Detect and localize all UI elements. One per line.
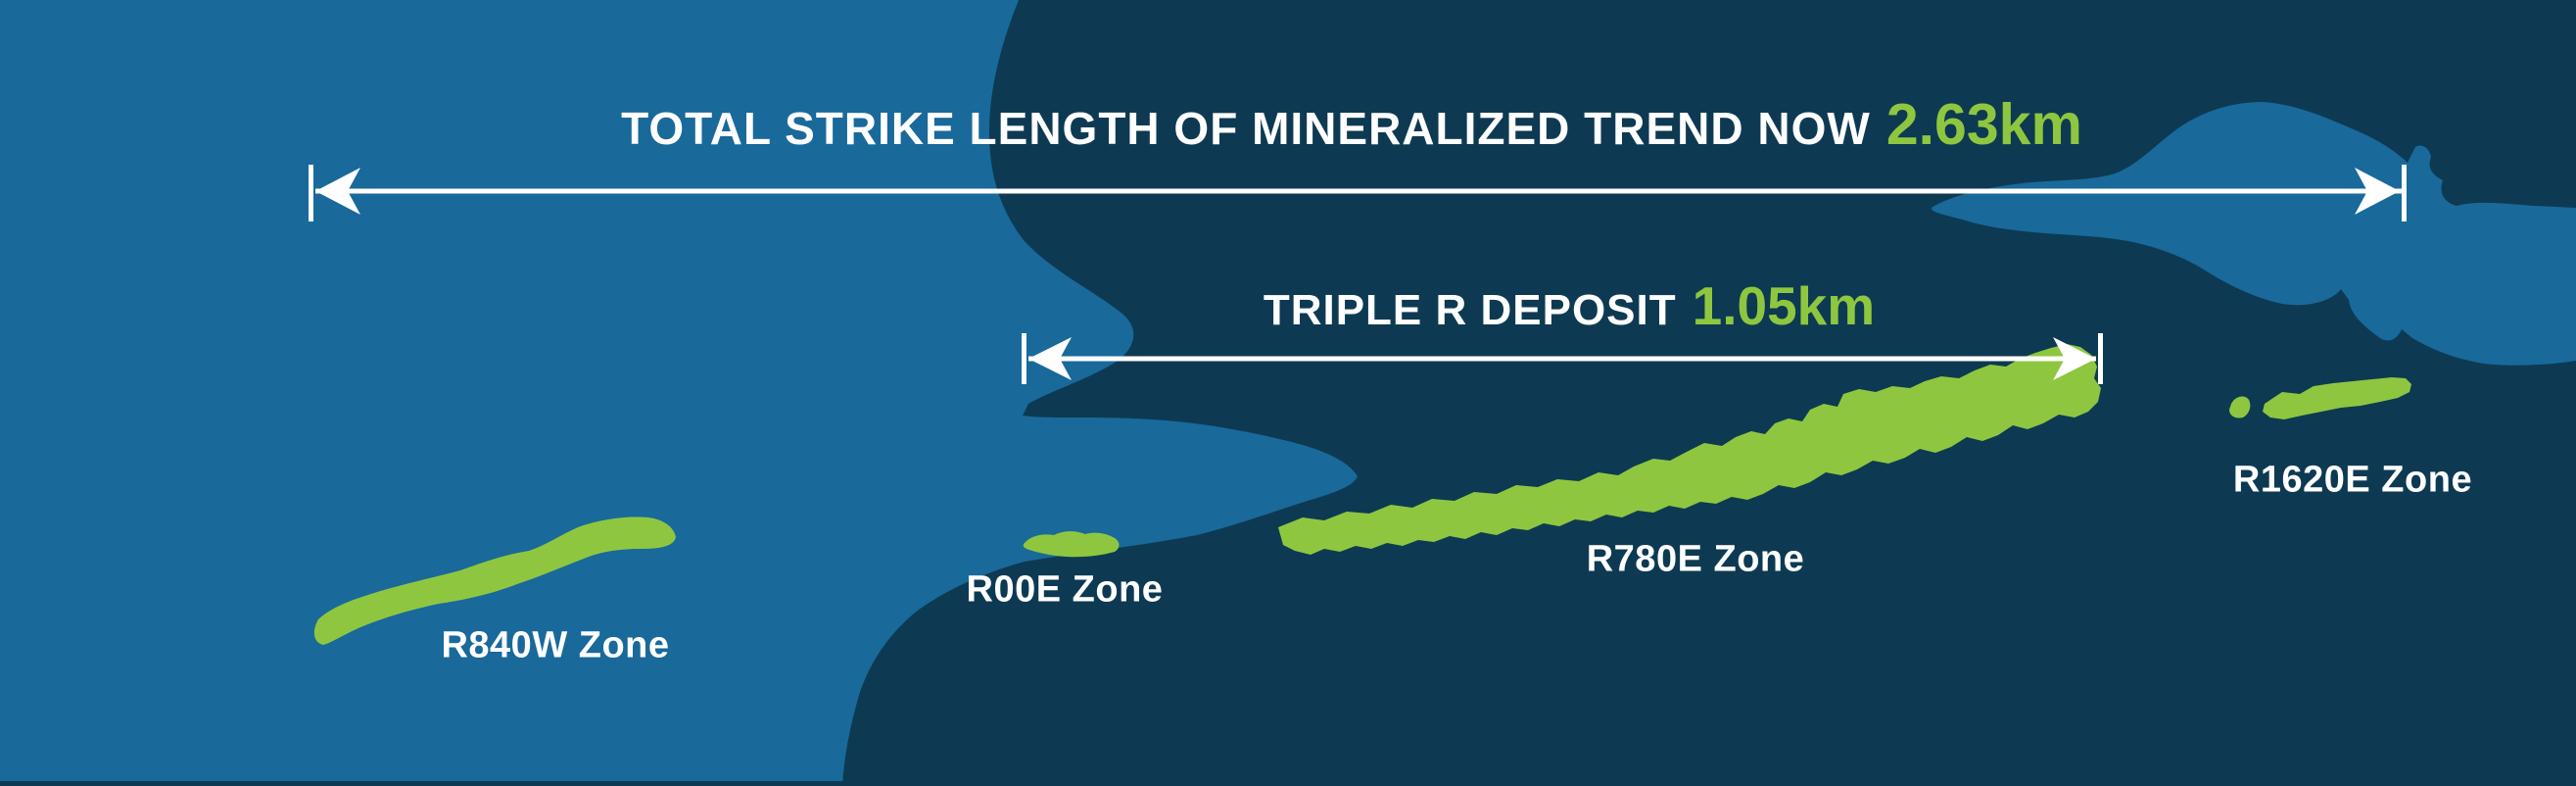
zone-label-r840w: R840W Zone (441, 624, 670, 666)
deposit-headline: TRIPLE R DEPOSIT 1.05km (1264, 274, 1875, 337)
total-strike-right-arrowhead (2355, 168, 2400, 215)
headline-value: 2.63km (1885, 92, 2082, 157)
total-strike-left-tick (309, 165, 313, 221)
zone-label-r1620e: R1620E Zone (2232, 459, 2473, 501)
total-strike-left-arrowhead (315, 168, 360, 215)
triple-r-arrow (1022, 333, 2103, 384)
headline-text: TOTAL STRIKE LENGTH OF MINERALIZED TREND… (621, 103, 1871, 154)
island-top-right (1931, 102, 2576, 366)
total-strike-right-tick (2402, 165, 2407, 221)
zone-r1620e-dot-shape (2229, 396, 2251, 418)
zone-label-r780e: R780E Zone (1586, 538, 1805, 580)
zone-label-r00e: R00E Zone (966, 568, 1164, 611)
deposit-text: TRIPLE R DEPOSIT (1263, 286, 1677, 334)
triple-r-left-arrowhead (1028, 337, 1072, 380)
zone-r780e-shape (1278, 344, 2101, 555)
zone-r00e-shape (1023, 531, 1120, 558)
zone-r840w-shape (313, 516, 676, 645)
total-strike-arrow (309, 165, 2407, 221)
headline: TOTAL STRIKE LENGTH OF MINERALIZED TREND… (621, 91, 2082, 158)
zone-r1620e-shape (2263, 377, 2411, 419)
triple-r-right-arrowhead (2053, 337, 2096, 380)
triple-r-right-tick (2098, 333, 2103, 384)
deposit-value: 1.05km (1692, 275, 1876, 336)
triple-r-left-tick (1022, 333, 1026, 384)
